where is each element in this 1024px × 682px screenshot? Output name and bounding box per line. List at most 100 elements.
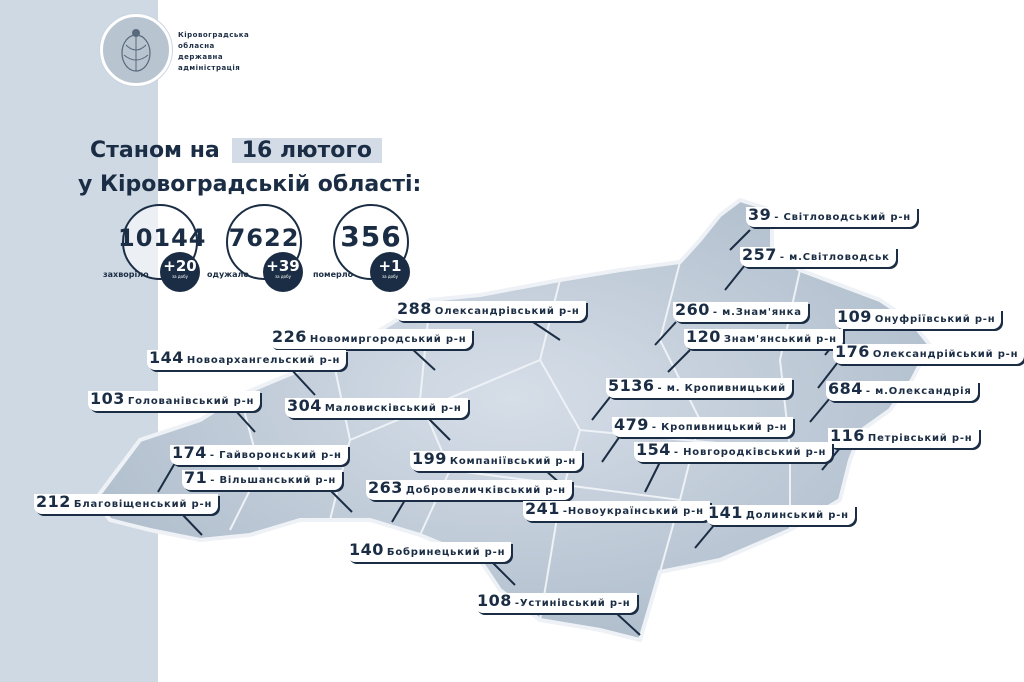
district-label: 141 Долинський р-н (706, 505, 855, 525)
district-label: 116 Петрівський р-н (828, 428, 979, 448)
district-name: Долинський р-н (745, 510, 849, 521)
district-name: Благовіщенський р-н (73, 499, 213, 510)
district-label: 288 Олександрівський р-н (395, 301, 586, 321)
district-label: 174- Гайворонський р-н (170, 445, 348, 465)
delta-sub: за добу (172, 274, 188, 279)
district-value: 212 (36, 492, 71, 511)
stat-label: одужало (207, 270, 249, 279)
district-value: 5136 (608, 376, 655, 395)
district-label: 71- Вільшанський р-н (182, 468, 343, 490)
district-name: - Кропивницький р-н (651, 422, 788, 433)
district-label: 212 Благовіщенський р-н (34, 492, 219, 514)
district-value: 684 (828, 379, 863, 398)
district-label: 140 Бобринецький р-н (347, 540, 512, 562)
district-name: - Гайворонський р-н (209, 450, 342, 461)
district-value: 141 (708, 503, 743, 522)
delta-sub: за добу (275, 274, 291, 279)
org-name: Кіровоградська обласна державна адмініст… (178, 30, 249, 74)
coat-of-arms-logo (100, 14, 172, 86)
district-value: 174 (172, 443, 207, 462)
district-value: 109 (837, 307, 872, 326)
district-value: 260 (675, 300, 710, 319)
district-name: Голованівський р-н (127, 396, 255, 407)
district-value: 144 (149, 348, 184, 367)
district-name: -Устинівський р-н (514, 598, 631, 609)
district-label: 109 Онуфріївський р-н (835, 307, 1002, 329)
left-strip (0, 0, 158, 682)
district-label: 144 Новоархангельский р-н (147, 348, 347, 370)
stat-label: захворіло (103, 270, 149, 279)
district-label: 199 Компаніївський р-н (410, 449, 583, 471)
district-label: 5136- м. Кропивницький (606, 378, 792, 398)
district-label: 176 Олександрійський р-н (833, 344, 1024, 364)
district-name: Олександрівський р-н (434, 306, 580, 317)
district-value: 241 (525, 499, 560, 518)
district-label: 684- м.Олександрія (826, 381, 978, 401)
delta-sub: за добу (382, 274, 398, 279)
district-name: - Вільшанський р-н (210, 475, 337, 486)
district-name: Новоархангельский р-н (186, 355, 341, 366)
eagle-icon (121, 29, 151, 72)
district-value: 108 (477, 591, 512, 610)
stat-label: померло (313, 270, 354, 279)
district-name: Новомиргородський р-н (309, 334, 467, 345)
district-name: - м.Знам'янка (712, 307, 802, 318)
leader-lines (157, 229, 846, 636)
district-label: 39- Світловодський р-н (746, 207, 918, 227)
district-value: 199 (412, 449, 447, 468)
org-line: обласна (178, 42, 215, 50)
district-label: 154- Новгородківський р-н (634, 440, 833, 462)
district-label: 241 -Новоукраїнський р-н (523, 501, 710, 521)
district-value: 257 (742, 245, 777, 264)
district-label: 257- м.Світловодськ (740, 247, 896, 267)
stat-value: 10144 (118, 224, 207, 252)
district-name: - Новгородківський р-н (673, 447, 827, 458)
district-name: -Новоукраїнський р-н (562, 506, 704, 517)
district-name: Маловисківський р-н (324, 403, 462, 414)
district-value: 140 (349, 540, 384, 559)
title-prefix: Станом на (90, 138, 220, 163)
report-date: 16 лютого (231, 138, 382, 163)
district-label: 263 Добровеличківський р-н (366, 480, 572, 500)
district-value: 479 (614, 415, 649, 434)
district-value: 116 (830, 426, 865, 445)
district-value: 71 (184, 468, 208, 487)
org-line: адміністрація (178, 64, 241, 72)
district-value: 263 (368, 478, 403, 497)
district-label: 260- м.Знам'янка (673, 302, 808, 322)
stat-recovered: 7622 (226, 204, 302, 280)
district-value: 288 (397, 299, 432, 318)
district-name: Олександрійський р-н (872, 349, 1019, 360)
district-value: 103 (90, 389, 125, 408)
district-name: - м. Кропивницький (657, 383, 786, 394)
stat-recovered-delta: +39 за добу (263, 252, 303, 292)
stat-value: 7622 (228, 224, 300, 252)
district-name: - м.Світловодськ (779, 252, 890, 263)
district-name: - Світловодський р-н (774, 212, 912, 223)
stat-infected-delta: +20 за добу (160, 252, 200, 292)
delta-value: +39 (266, 257, 300, 275)
district-label: 108 -Устинівський р-н (475, 593, 637, 613)
district-value: 226 (272, 327, 307, 346)
delta-value: +1 (378, 257, 402, 275)
district-value: 120 (686, 327, 721, 346)
district-label: 479- Кропивницький р-н (612, 415, 794, 437)
district-label: 304 Маловисківський р-н (285, 398, 468, 418)
district-label: 103 Голованівський р-н (88, 389, 261, 411)
district-name: Петрівський р-н (867, 433, 973, 444)
district-name: Знам'янський р-н (723, 334, 837, 345)
district-value: 176 (835, 342, 870, 361)
district-name: Добровеличківський р-н (405, 485, 566, 496)
district-label: 120 Знам'янський р-н (684, 329, 843, 349)
district-value: 154 (636, 440, 671, 459)
org-line: державна (178, 53, 224, 61)
org-line: Кіровоградська (178, 31, 250, 39)
delta-value: +20 (163, 257, 197, 275)
district-name: Бобринецький р-н (386, 547, 506, 558)
district-value: 304 (287, 396, 322, 415)
district-name: Компаніївський р-н (449, 456, 577, 467)
title-line-2: у Кіровоградській області: (78, 172, 422, 197)
district-name: - м.Олександрія (865, 386, 972, 397)
district-label: 226 Новомиргородський р-н (270, 327, 473, 349)
